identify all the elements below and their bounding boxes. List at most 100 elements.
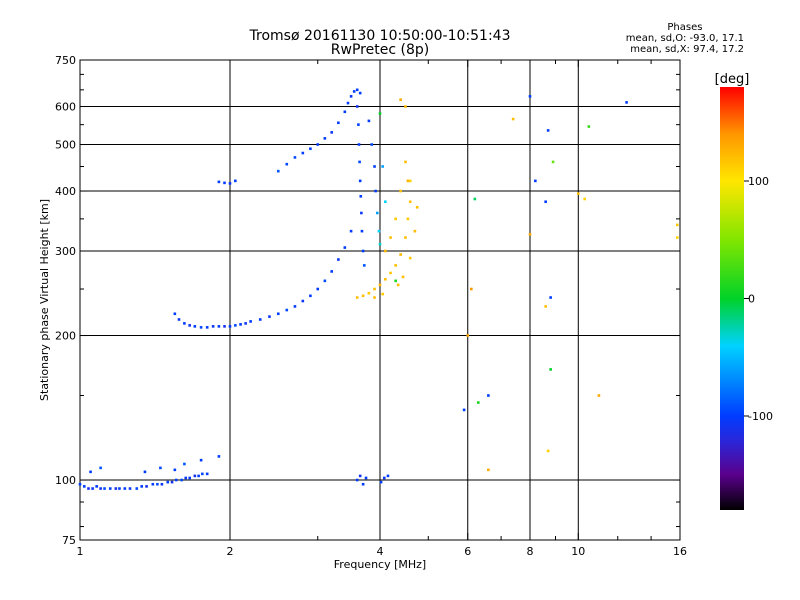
data-point <box>583 197 586 201</box>
data-point <box>330 131 334 134</box>
data-point <box>180 478 184 482</box>
data-point <box>364 476 368 480</box>
data-point <box>587 125 591 128</box>
data-point <box>675 236 679 239</box>
data-point <box>370 143 374 146</box>
data-point <box>78 482 82 486</box>
data-point <box>188 324 191 327</box>
data-point <box>355 296 359 299</box>
data-point <box>239 323 242 326</box>
data-point <box>406 179 410 183</box>
x-tick-label: 1 <box>77 545 84 558</box>
data-point <box>160 482 164 486</box>
data-point <box>234 179 237 183</box>
phase-stats: Phases mean, sd,O: -93.0, 17.1 mean, sd,… <box>626 22 744 55</box>
data-point <box>258 318 262 321</box>
data-point <box>114 487 118 490</box>
data-point <box>151 482 155 486</box>
data-point <box>528 233 532 236</box>
data-point <box>349 95 353 98</box>
data-point <box>470 287 473 291</box>
data-point <box>301 299 305 303</box>
data-point <box>316 287 320 291</box>
data-point <box>404 105 407 108</box>
data-point <box>123 487 127 490</box>
data-point <box>373 287 376 291</box>
data-point <box>205 472 209 476</box>
data-point <box>374 189 377 193</box>
x-tick-label: 6 <box>464 545 471 558</box>
data-point <box>404 160 407 164</box>
data-point <box>394 217 397 221</box>
data-point <box>193 474 197 478</box>
data-point <box>358 179 362 183</box>
data-point <box>361 482 365 486</box>
data-point <box>118 487 121 490</box>
y-tick-label: 400 <box>55 185 76 198</box>
data-point <box>389 271 392 275</box>
data-point <box>343 110 347 114</box>
data-point <box>82 485 86 488</box>
data-point <box>377 229 381 233</box>
data-point <box>316 143 320 146</box>
data-point <box>358 160 361 164</box>
data-point <box>199 326 203 329</box>
x-tick-label: 10 <box>571 545 585 558</box>
data-point <box>249 320 252 323</box>
y-tick-label: 75 <box>62 534 76 547</box>
data-point <box>406 217 410 221</box>
data-point <box>95 485 98 488</box>
data-point <box>346 101 350 105</box>
data-point <box>399 253 402 256</box>
data-point <box>386 474 390 478</box>
data-point <box>511 117 515 121</box>
data-point <box>551 160 555 164</box>
data-point <box>128 487 132 490</box>
data-point <box>381 292 384 296</box>
data-point <box>276 312 280 316</box>
data-point <box>228 325 232 328</box>
colorbar-tick-label: 100 <box>748 175 769 188</box>
data-point <box>108 487 112 490</box>
data-point <box>183 322 186 325</box>
data-point <box>389 236 392 239</box>
data-point <box>268 315 271 318</box>
data-point <box>177 318 181 321</box>
data-point <box>285 162 289 166</box>
y-axis-label: Stationary phase Virtual Height [km] <box>38 199 51 401</box>
data-point <box>223 325 226 328</box>
data-point <box>379 480 383 484</box>
x-tick-label: 8 <box>527 545 534 558</box>
data-point <box>367 119 371 123</box>
data-point <box>323 137 327 140</box>
data-point <box>103 487 106 490</box>
data-point <box>625 101 628 104</box>
data-point <box>362 264 366 267</box>
colorbar-tick-label: -100 <box>748 410 773 423</box>
data-point <box>382 476 386 480</box>
data-point <box>184 476 188 480</box>
data-point <box>211 325 215 328</box>
data-point <box>223 181 226 185</box>
colorbar-tick-label: 0 <box>748 293 755 306</box>
data-point <box>381 165 384 168</box>
data-point <box>193 325 197 328</box>
data-point <box>217 455 221 458</box>
data-point <box>337 258 340 261</box>
data-point <box>367 291 371 295</box>
data-point <box>487 394 490 397</box>
data-point <box>534 179 537 183</box>
data-point <box>378 112 382 115</box>
data-point <box>408 256 412 260</box>
data-point <box>217 325 221 328</box>
data-point <box>301 151 305 155</box>
data-point <box>544 200 547 204</box>
data-point <box>166 480 170 484</box>
data-point <box>358 91 362 95</box>
data-point <box>360 229 364 233</box>
data-point <box>159 466 162 470</box>
data-point <box>140 485 144 488</box>
data-point <box>361 249 365 253</box>
data-point <box>384 277 387 281</box>
data-point <box>276 169 280 173</box>
